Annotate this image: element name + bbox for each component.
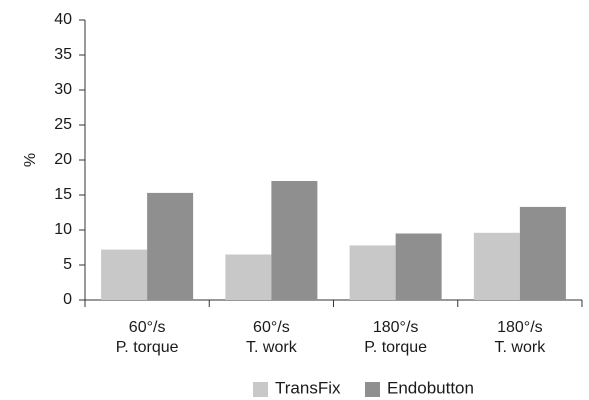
legend-label-transfix: TransFix xyxy=(275,378,341,397)
y-axis-title: % xyxy=(22,153,39,167)
category-label-line1: 180°/s xyxy=(373,319,419,336)
category-label-line1: 180°/s xyxy=(497,319,543,336)
y-tick-label: 0 xyxy=(63,291,72,308)
category-label-line2: T. work xyxy=(495,339,547,356)
y-tick-label: 35 xyxy=(54,46,72,63)
category-label-line2: P. torque xyxy=(364,339,427,356)
y-tick-label: 40 xyxy=(54,11,72,28)
bar-transfix-2 xyxy=(349,245,396,300)
y-axis: 0 5 10 15 20 25 30 35 40 xyxy=(54,11,86,308)
bar-endobutton-1 xyxy=(271,181,318,300)
category-label-line1: 60°/s xyxy=(129,319,166,336)
x-axis xyxy=(84,299,583,307)
legend-label-endobutton: Endobutton xyxy=(387,378,474,397)
bar-transfix-3 xyxy=(473,232,520,300)
bar-endobutton-3 xyxy=(519,206,566,300)
y-tick-label: 30 xyxy=(54,81,72,98)
bars xyxy=(101,181,566,300)
legend-swatch-endobutton xyxy=(365,382,380,397)
legend-swatch-transfix xyxy=(253,382,268,397)
category-label-line2: P. torque xyxy=(116,339,179,356)
y-tick-label: 25 xyxy=(54,116,72,133)
bar-endobutton-0 xyxy=(147,192,194,300)
y-tick-label: 10 xyxy=(54,221,72,238)
y-tick-label: 5 xyxy=(63,256,72,273)
category-label-line1: 60°/s xyxy=(253,319,290,336)
bar-transfix-1 xyxy=(225,254,272,300)
legend: TransFix Endobutton xyxy=(253,378,474,397)
y-tick-label: 20 xyxy=(54,151,72,168)
category-labels: 60°/s P. torque 60°/s T. work 180°/s P. torqu… xyxy=(116,319,547,356)
category-label-line2: T. work xyxy=(246,339,298,356)
y-tick-label: 15 xyxy=(54,186,72,203)
bar-transfix-0 xyxy=(101,249,148,300)
bar-endobutton-2 xyxy=(395,233,442,300)
